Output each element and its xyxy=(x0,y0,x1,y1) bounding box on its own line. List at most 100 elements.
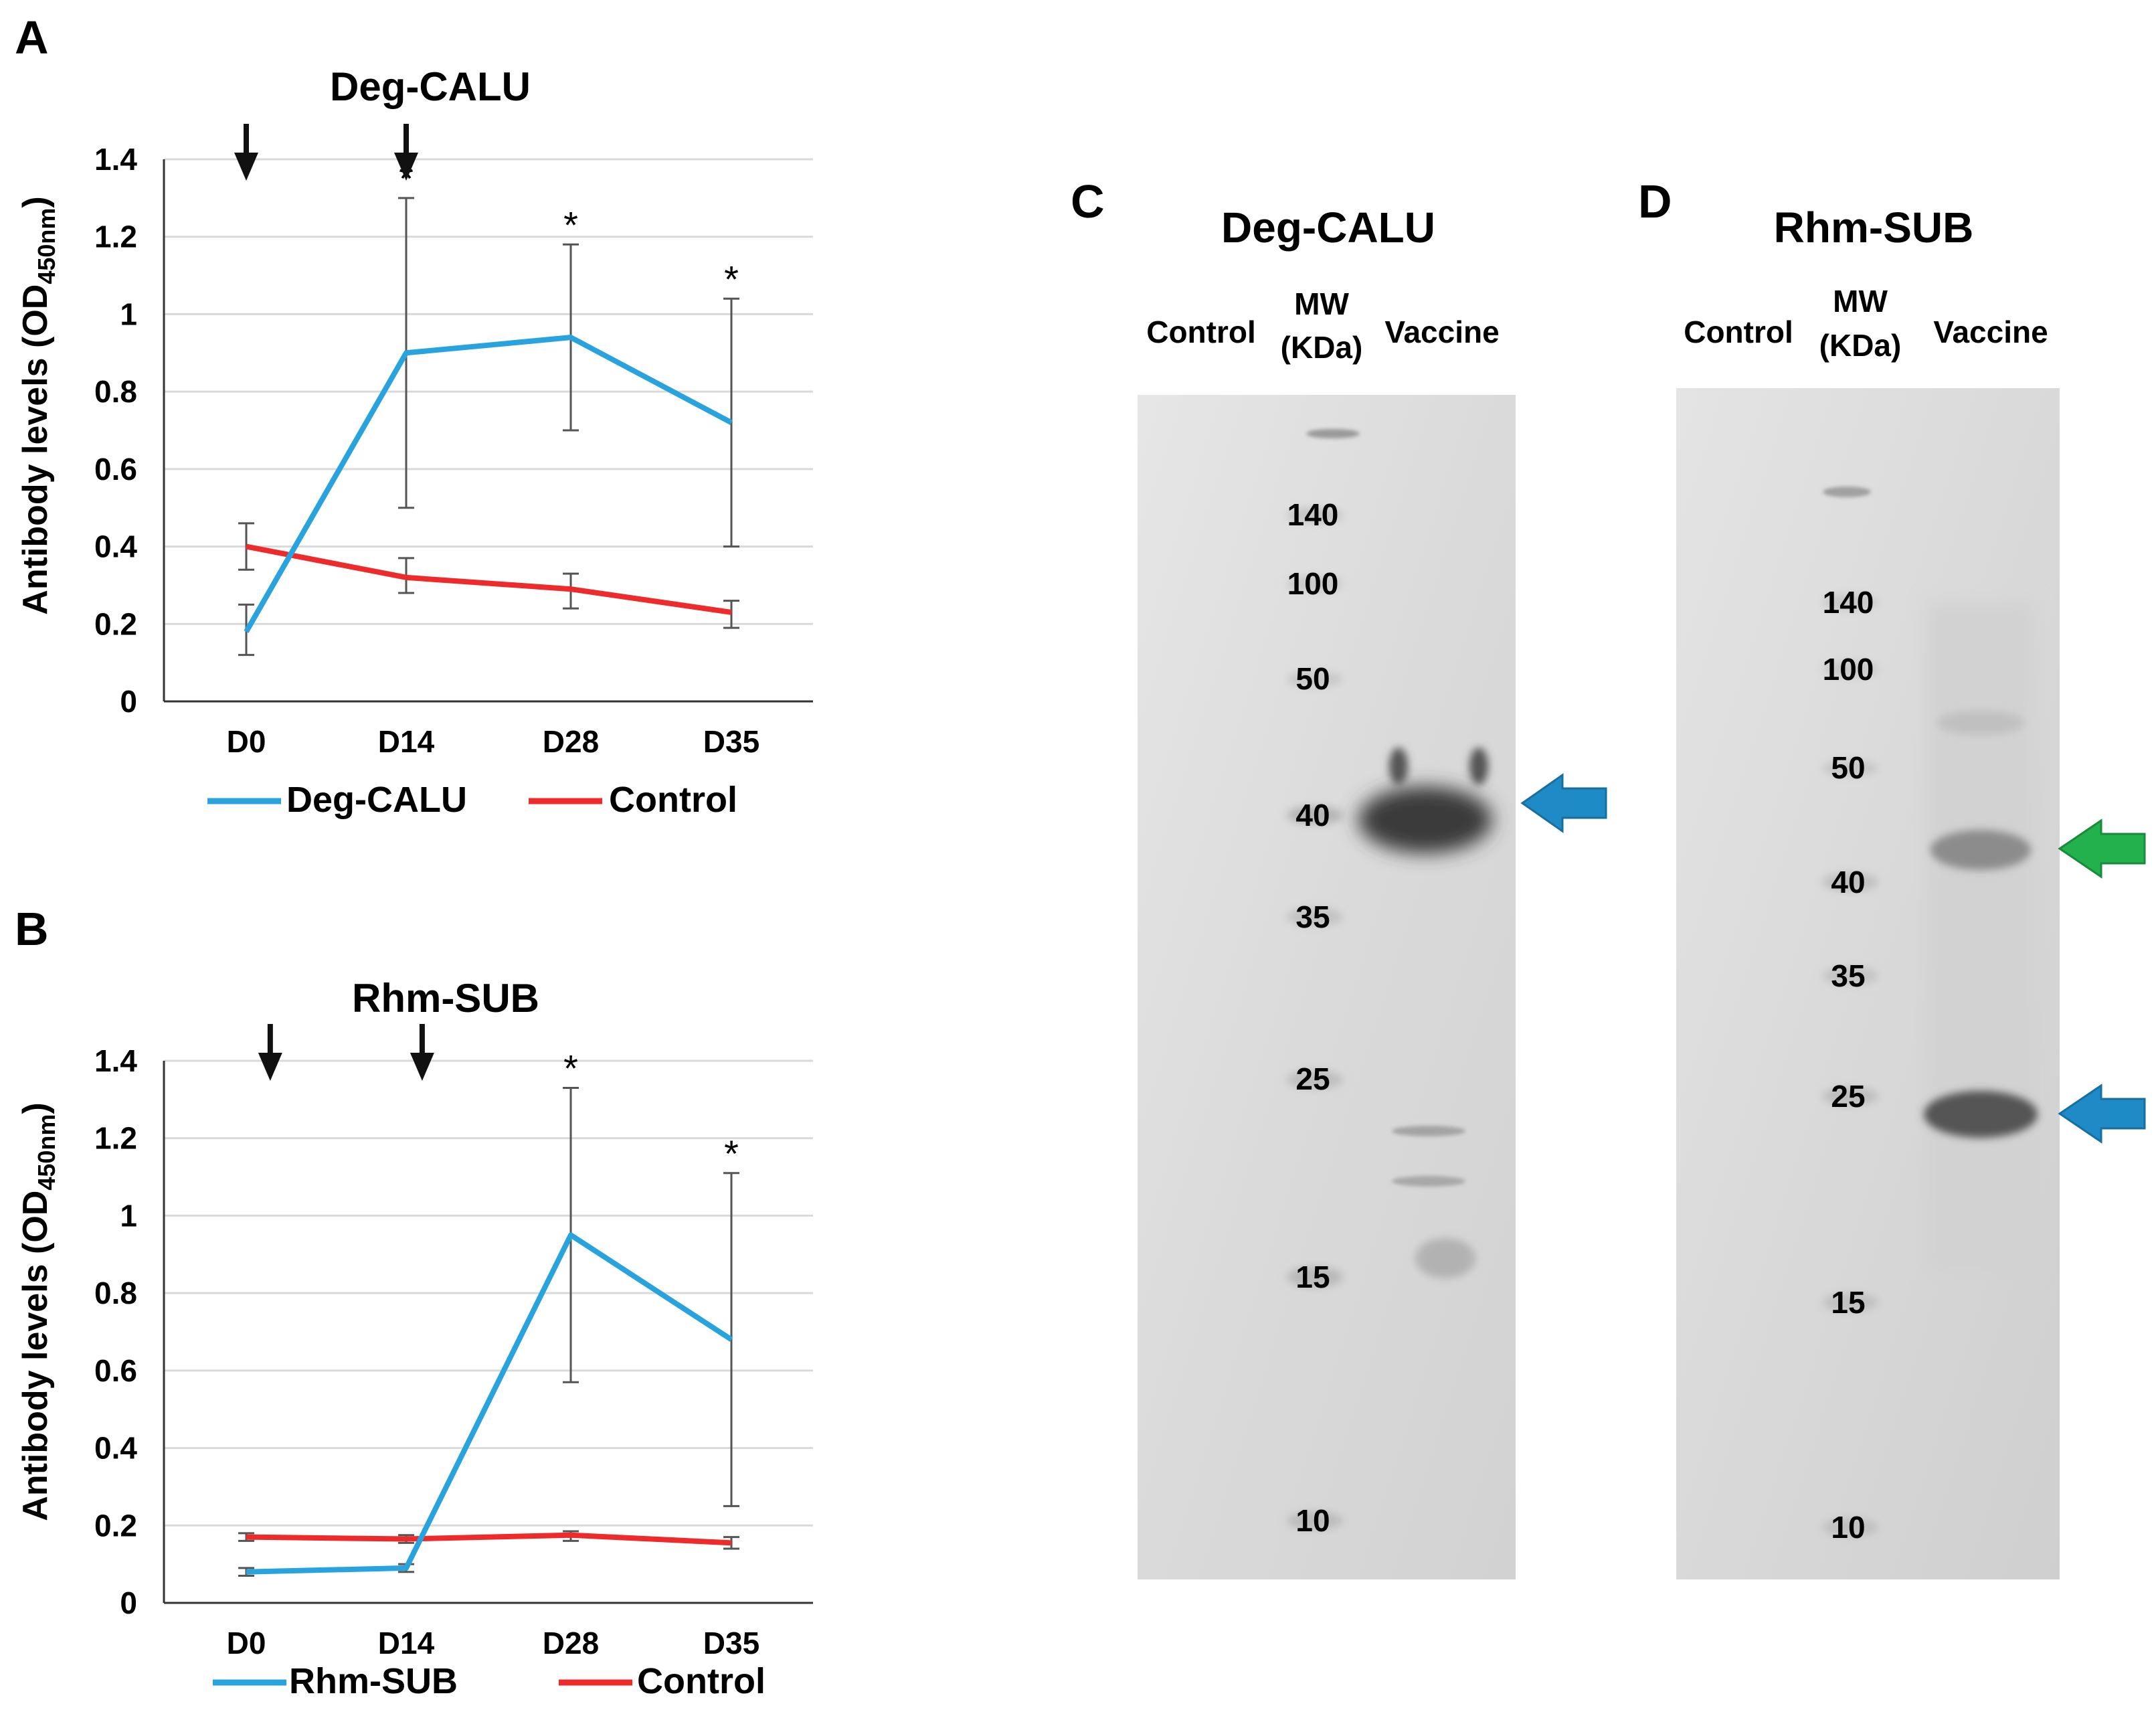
down-arrow-icon xyxy=(394,153,418,181)
lane-label-mw: MW xyxy=(1294,286,1349,321)
x-tick-labels: D0 D14 D28 D35 xyxy=(227,1626,760,1660)
y-tick-label: 0.2 xyxy=(94,606,137,641)
y-tick-label: 1.4 xyxy=(94,142,137,177)
blue-arrow-icon xyxy=(2060,1086,2145,1142)
figure: A Deg-CALU 00.20.40.60.811.21.4 D0 D14 D28… xyxy=(0,0,2156,1720)
injection-arrows xyxy=(258,1024,434,1081)
mw-marker: 50 xyxy=(1831,750,1865,785)
error-bars xyxy=(238,1088,739,1576)
mw-marker: 40 xyxy=(1831,865,1865,899)
legend-label: Control xyxy=(609,780,737,820)
y-tick-label: 0.6 xyxy=(94,452,137,487)
mw-marker: 35 xyxy=(1295,899,1330,934)
protein-band xyxy=(1924,1091,2038,1138)
chart-title: Deg-CALU xyxy=(330,64,531,109)
mw-marker: 140 xyxy=(1823,585,1874,620)
mw-marker: 140 xyxy=(1287,497,1339,532)
significance-star: * xyxy=(724,1132,739,1175)
lane-label-vaccine: Vaccine xyxy=(1384,315,1499,349)
panel-d-gel: D Rhm-SUB Control MW (KDa) Vaccine 140 1… xyxy=(1638,175,2145,1579)
lane-label-mw: MW xyxy=(1833,284,1888,319)
x-tick-label: D28 xyxy=(543,724,599,759)
significance-markers: *** xyxy=(399,157,739,300)
panel-b: B Rhm-SUB 00.20.40.60.811.21.4 D0 D14 D28 D… xyxy=(15,903,813,1701)
mw-marker: 35 xyxy=(1831,958,1865,993)
mw-marker: 25 xyxy=(1831,1079,1865,1114)
gel-title: Rhm-SUB xyxy=(1774,203,1974,252)
chart-title: Rhm-SUB xyxy=(352,976,539,1021)
lane-label-mw-unit: (KDa) xyxy=(1819,328,1902,363)
mw-marker: 10 xyxy=(1295,1503,1330,1538)
lane-label-vaccine: Vaccine xyxy=(1933,315,2048,349)
panel-label-b: B xyxy=(15,903,49,955)
injection-arrows xyxy=(234,124,418,181)
y-tick-label: 0.4 xyxy=(94,1431,137,1466)
protein-band xyxy=(1930,830,2031,870)
x-tick-label: D14 xyxy=(378,1626,435,1660)
mw-marker: 50 xyxy=(1295,661,1330,696)
series-line xyxy=(246,1235,731,1571)
mw-marker: 10 xyxy=(1831,1510,1865,1545)
y-tick-label: 0 xyxy=(120,684,137,719)
y-tick-label: 0.2 xyxy=(94,1508,137,1543)
lane-label-control: Control xyxy=(1146,315,1256,349)
panel-label-a: A xyxy=(15,11,49,64)
mw-marker: 15 xyxy=(1295,1260,1330,1294)
y-tick-label: 1.2 xyxy=(94,220,137,254)
significance-star: * xyxy=(563,203,578,246)
mw-marker: 40 xyxy=(1295,798,1330,833)
y-tick-labels: 0 0.2 0.4 0.6 0.8 1 1.2 1.4 xyxy=(94,1043,137,1620)
x-tick-labels: D0 D14 D28 D35 xyxy=(227,724,760,759)
lane-label-mw-unit: (KDa) xyxy=(1281,330,1363,365)
significance-markers: ** xyxy=(563,1047,739,1175)
y-tick-label: 1.2 xyxy=(94,1121,137,1156)
y-tick-labels: 0 0.2 0.4 0.6 0.8 1 1.2 1.4 xyxy=(94,142,137,719)
protein-band xyxy=(1358,786,1492,853)
legend-label: Rhm-SUB xyxy=(289,1661,458,1701)
series-lines xyxy=(246,337,731,632)
x-tick-label: D0 xyxy=(227,1626,266,1660)
series-line xyxy=(246,547,731,612)
y-tick-label: 0.8 xyxy=(94,374,137,409)
series-line xyxy=(246,337,731,632)
significance-star: * xyxy=(563,1047,578,1090)
x-tick-label: D35 xyxy=(703,724,759,759)
down-arrow-icon xyxy=(258,1053,282,1081)
y-tick-label: 1 xyxy=(120,296,137,331)
panel-a: A Deg-CALU 0 0.2 0.4 0.6 0.8 1 1.2 1.4 D0 D14 D28… xyxy=(15,11,813,820)
y-tick-label: 0 xyxy=(120,1585,137,1620)
lane-label-control: Control xyxy=(1684,315,1793,349)
x-tick-label: D14 xyxy=(378,724,435,759)
gridlines xyxy=(164,159,813,701)
series-line xyxy=(246,1535,731,1543)
y-axis-label: Antibody levels (OD450nm) xyxy=(16,1102,60,1521)
y-tick-label: 1 xyxy=(120,1198,137,1233)
x-tick-label: D0 xyxy=(227,724,266,759)
panel-c-gel: C Deg-CALU Control MW (KDa) Vaccine 14 xyxy=(1071,175,1606,1579)
y-tick-label: 0.8 xyxy=(94,1276,137,1310)
y-tick-label: 1.4 xyxy=(94,1043,137,1078)
legend-label: Deg-CALU xyxy=(286,780,467,820)
panel-label-c: C xyxy=(1071,175,1105,228)
legend: Deg-CALU Control xyxy=(207,780,737,820)
significance-star: * xyxy=(724,258,739,300)
x-tick-label: D28 xyxy=(543,1626,599,1660)
mw-marker: 25 xyxy=(1295,1061,1330,1096)
blue-arrow-icon xyxy=(1522,775,1606,831)
axes xyxy=(164,159,813,701)
mw-marker: 100 xyxy=(1287,566,1339,601)
y-tick-label: 0.6 xyxy=(94,1353,137,1388)
x-tick-label: D35 xyxy=(703,1626,759,1660)
down-arrow-icon xyxy=(234,153,258,181)
legend: Rhm-SUB Control xyxy=(213,1661,766,1701)
vaccine-lane-bands xyxy=(1924,602,2038,1272)
panel-label-d: D xyxy=(1638,175,1672,228)
y-axis-label: Antibody levels (OD450nm) xyxy=(16,196,60,614)
error-bars xyxy=(238,198,739,655)
gel-title: Deg-CALU xyxy=(1221,203,1435,252)
y-tick-label: 0.4 xyxy=(94,529,137,564)
green-arrow-icon xyxy=(2060,821,2145,877)
mw-marker: 15 xyxy=(1831,1285,1865,1320)
down-arrow-icon xyxy=(410,1053,434,1081)
legend-label: Control xyxy=(637,1661,766,1701)
